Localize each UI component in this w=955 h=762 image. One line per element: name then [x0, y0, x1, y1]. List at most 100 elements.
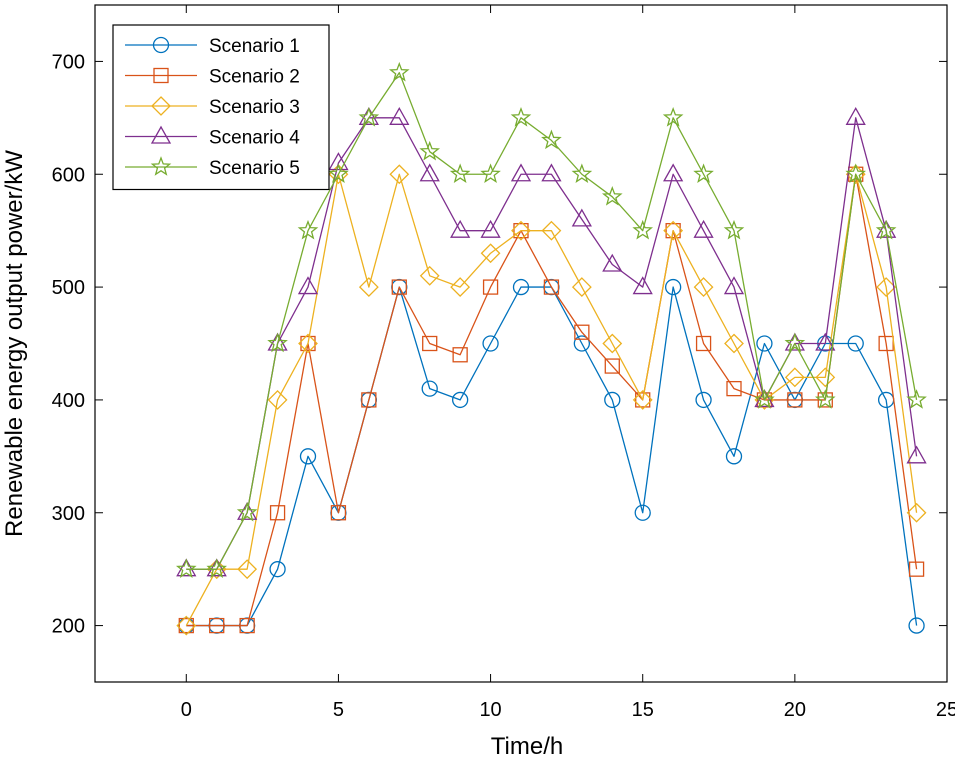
series-5-point — [723, 219, 745, 240]
series-1-point — [421, 380, 438, 397]
series-2-point — [422, 335, 438, 352]
series-5-line — [186, 72, 918, 570]
series-4-point — [845, 107, 866, 125]
x-tick-label: 5 — [333, 699, 344, 721]
series-4-point — [176, 558, 197, 577]
series-2-point — [908, 561, 925, 577]
series-1-point — [847, 335, 864, 352]
legend-label: Scenario 2 — [209, 67, 300, 88]
series-3-point — [419, 265, 440, 286]
series-1-point — [725, 448, 743, 465]
legend-item-3: Scenario 3 — [125, 96, 300, 118]
x-tick-label: 10 — [479, 699, 501, 721]
series-3-point — [632, 389, 653, 410]
x-tick-label: 15 — [632, 699, 654, 721]
series-4-point — [510, 163, 532, 182]
series-1-point — [908, 617, 925, 634]
series-5-point — [601, 185, 623, 206]
series-4-point — [267, 332, 288, 351]
series-3-point — [237, 559, 258, 580]
y-tick-label: 500 — [52, 277, 85, 299]
series-2-point — [178, 617, 194, 634]
series-4-point — [297, 276, 319, 295]
series-4-point — [389, 107, 410, 125]
series-2-point — [452, 347, 468, 363]
series-5-point — [267, 332, 288, 353]
plot-frame — [94, 4, 948, 683]
series-3-point — [602, 333, 623, 354]
legend-item-2: Scenario 2 — [125, 67, 300, 88]
series-3-point — [450, 277, 471, 298]
series-3-point — [176, 615, 197, 636]
legend-label: Scenario 1 — [209, 36, 300, 57]
series-3-point — [815, 367, 836, 388]
series-3-point — [298, 333, 318, 354]
series-3-point — [541, 220, 562, 241]
y-tick-label: 700 — [52, 51, 85, 73]
series-4-point — [784, 332, 805, 351]
series-2-point — [391, 279, 407, 295]
series-5-point — [480, 163, 501, 184]
series-3-point — [784, 367, 805, 388]
series-2-point — [543, 279, 560, 295]
series-4-point — [632, 276, 653, 295]
series-5-point — [784, 332, 806, 353]
series-5-point — [236, 501, 258, 522]
series-2-point — [817, 392, 833, 408]
y-tick-label: 200 — [52, 616, 85, 638]
legend-marker — [152, 36, 170, 54]
series-5-point — [875, 219, 897, 240]
series-4-point — [693, 219, 714, 238]
series-2-point — [695, 335, 712, 352]
series-4-point — [328, 152, 349, 171]
x-tick-label: 0 — [181, 699, 192, 721]
series-1-point — [604, 391, 621, 409]
x-tick-label: 20 — [784, 699, 806, 721]
series-5-point — [814, 389, 836, 409]
y-tick-label: 300 — [52, 503, 85, 525]
series-2-point — [239, 617, 255, 634]
series-1-point — [299, 448, 317, 465]
series-3-point — [389, 164, 410, 185]
series-5-point — [571, 163, 593, 184]
series-5-point — [358, 106, 380, 127]
series-4-point — [876, 219, 897, 238]
series-1-point — [664, 278, 682, 296]
series-2-point — [635, 392, 651, 408]
series-4-point — [206, 558, 227, 577]
series-3-point — [267, 389, 288, 410]
series-4-point — [237, 501, 258, 520]
series-3-point — [511, 220, 531, 241]
series-3-point — [693, 277, 714, 298]
series-4-point — [906, 445, 927, 464]
series-1-point — [756, 335, 773, 352]
y-tick-label: 400 — [52, 390, 85, 412]
series-3-point — [906, 502, 927, 523]
series-2-point — [604, 358, 620, 374]
legend-item-1: Scenario 1 — [125, 36, 300, 57]
series-2-point — [665, 223, 681, 239]
series-1-point — [269, 561, 286, 578]
series-5-point — [297, 219, 319, 240]
series-5-point — [419, 140, 441, 161]
series-5 — [175, 61, 927, 578]
series-5-point — [510, 106, 532, 127]
series-5-point — [328, 163, 349, 184]
series-4-point — [754, 389, 775, 408]
series-5-point — [662, 106, 684, 127]
series-3-point — [480, 243, 501, 264]
series-1-point — [695, 391, 712, 409]
series-2-point — [300, 335, 316, 352]
legend-marker — [151, 96, 171, 116]
series-2-point — [269, 505, 286, 521]
series-2-point — [787, 392, 803, 408]
series-3-point — [724, 333, 744, 354]
series-4-point — [663, 163, 684, 182]
series-3-point — [876, 277, 897, 298]
legend-item-4: Scenario 4 — [125, 125, 300, 149]
series-1-point — [451, 391, 469, 409]
series-1-point — [573, 335, 591, 352]
series-1-point — [512, 278, 530, 296]
series-4-point — [480, 219, 501, 238]
series-5-point — [906, 389, 927, 409]
